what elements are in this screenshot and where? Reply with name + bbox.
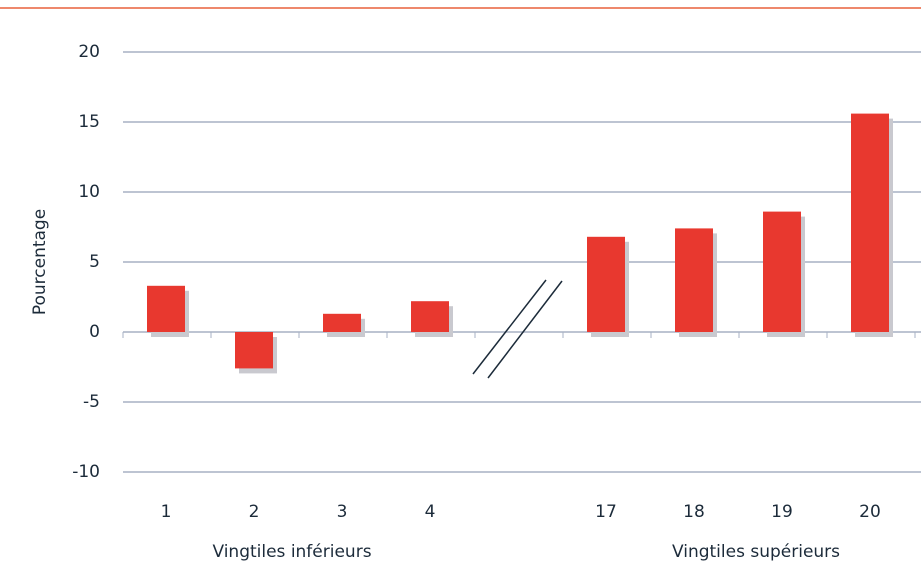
bar — [411, 301, 449, 332]
y-tick-label: 0 — [89, 322, 100, 342]
axis-break — [487, 280, 563, 379]
bar — [235, 332, 273, 369]
x-tick-label: 20 — [859, 502, 881, 522]
y-axis-label: Pourcentage — [30, 209, 50, 315]
y-tick-label: 5 — [89, 252, 100, 272]
y-tick-label: 20 — [78, 42, 100, 62]
bar — [763, 211, 801, 332]
y-tick-label: 10 — [78, 182, 100, 202]
axis-break — [472, 279, 547, 375]
y-tick-label: -10 — [72, 462, 100, 482]
x-tick-label: 4 — [425, 502, 436, 522]
group-label: Vingtiles supérieurs — [672, 542, 840, 562]
x-tick-label: 17 — [595, 502, 617, 522]
bar — [587, 236, 625, 332]
y-tick-label: 15 — [78, 112, 100, 132]
x-tick-label: 1 — [161, 502, 172, 522]
y-tick-label: -5 — [83, 392, 100, 412]
x-tick-label: 18 — [683, 502, 705, 522]
x-tick-label: 19 — [771, 502, 793, 522]
x-tick-label: 2 — [249, 502, 260, 522]
x-tick-label: 3 — [337, 502, 348, 522]
group-label: Vingtiles inférieurs — [212, 542, 371, 562]
bar — [323, 313, 361, 332]
bar — [147, 285, 185, 332]
bar — [675, 228, 713, 332]
bar — [851, 113, 889, 332]
